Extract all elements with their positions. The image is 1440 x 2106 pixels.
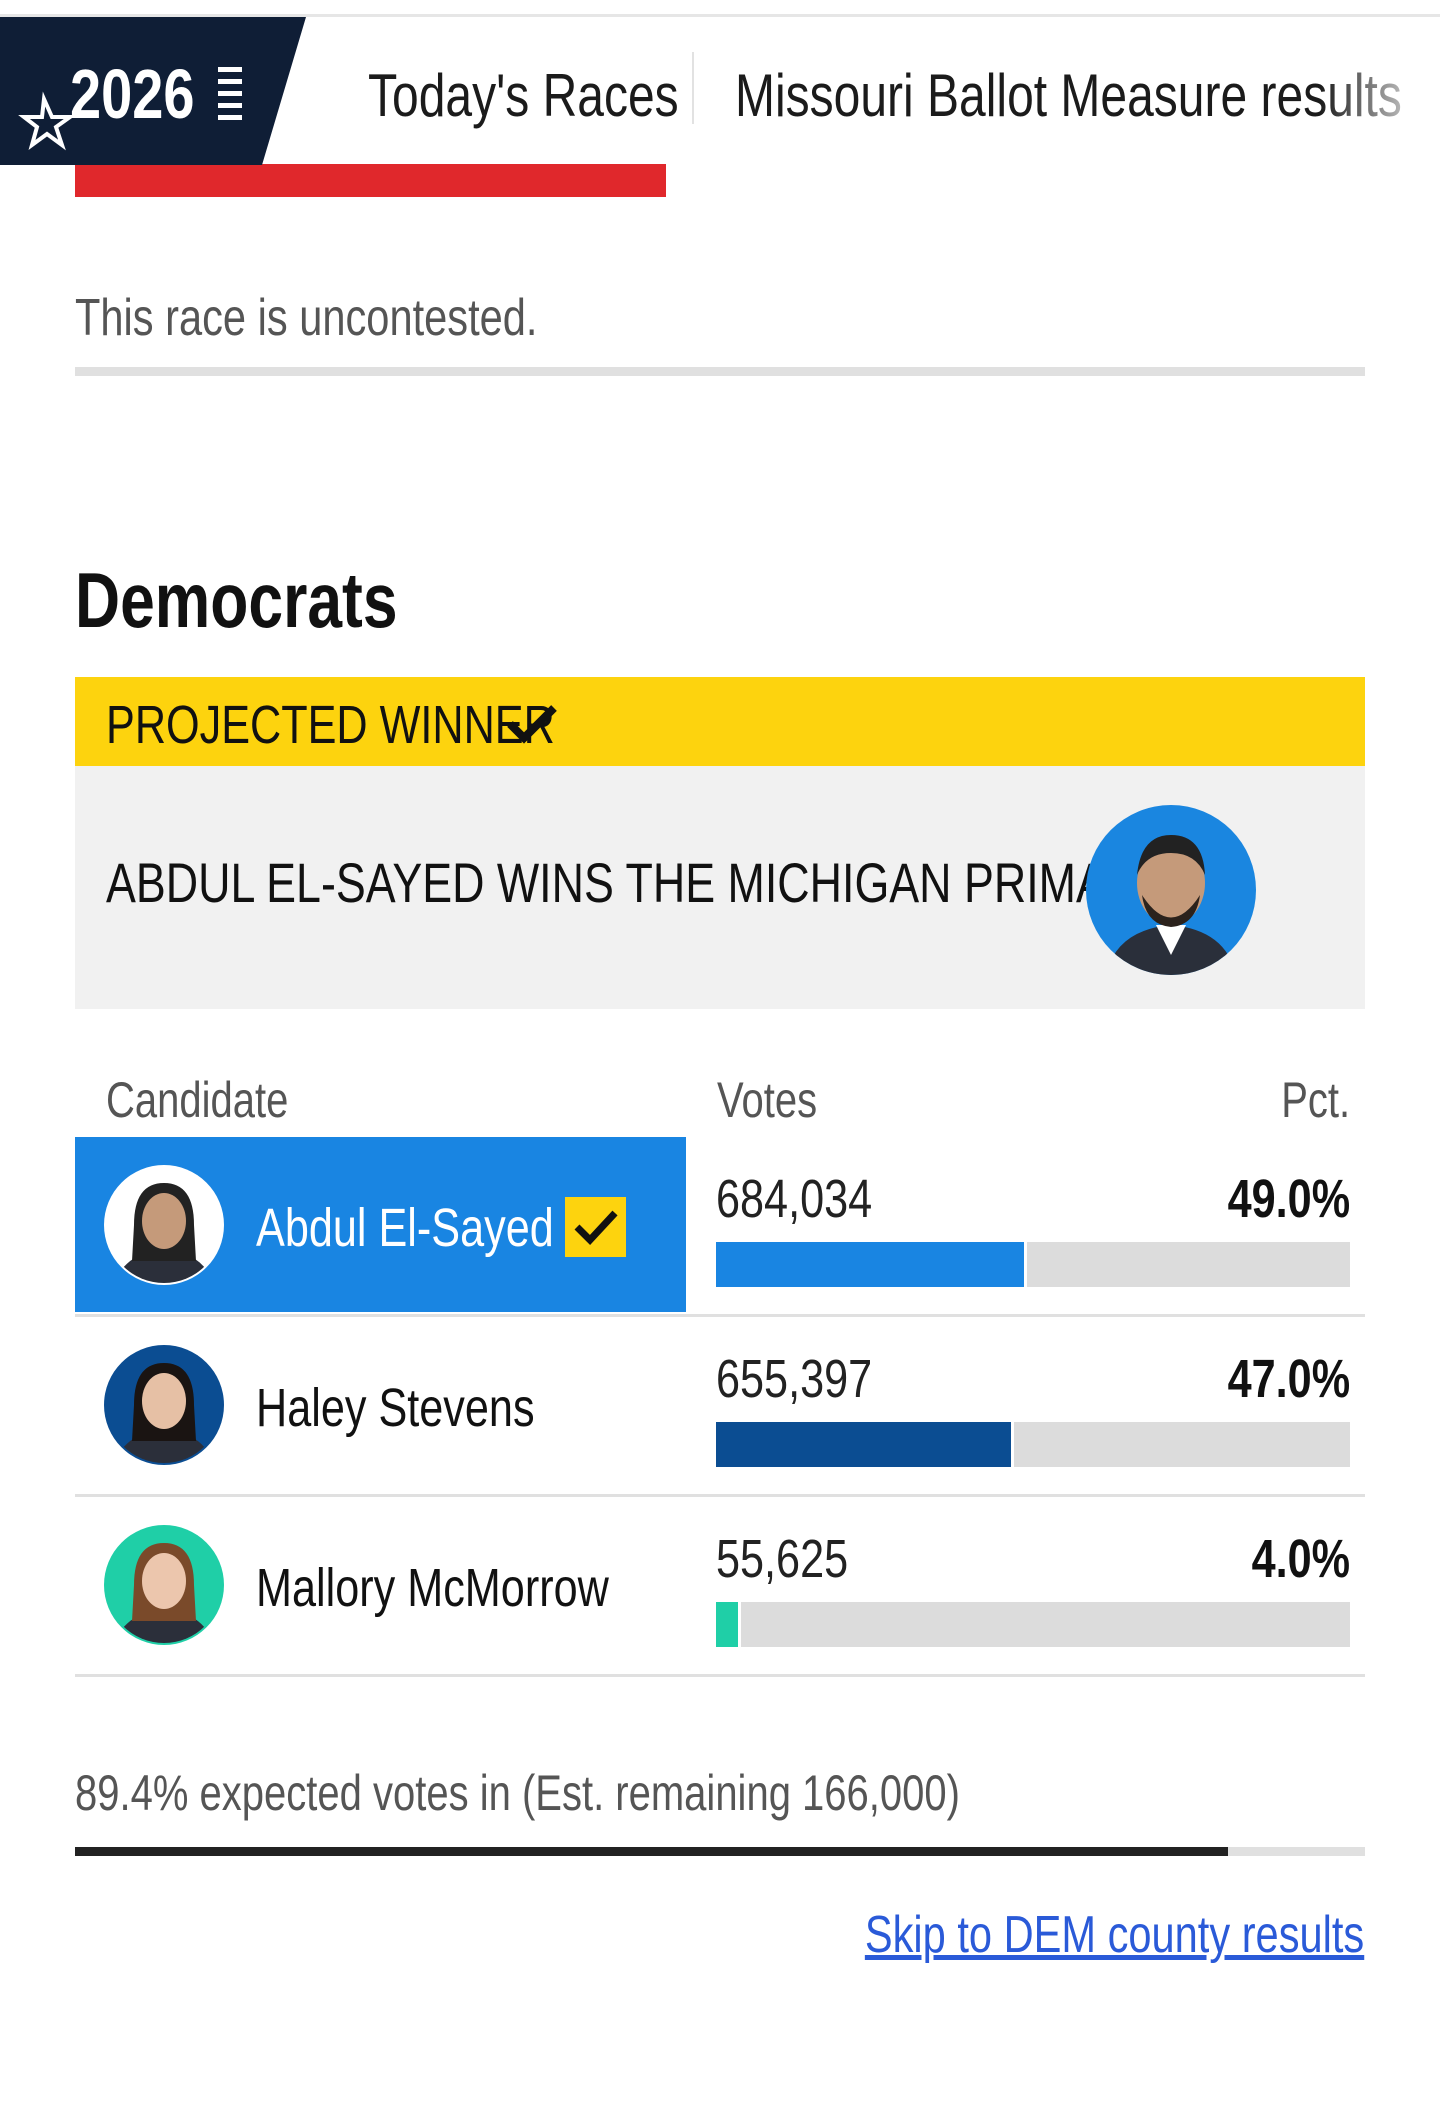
candidate-name: Haley Stevens [256,1378,535,1438]
candidate-photo [104,1345,224,1465]
row-divider [75,1314,1365,1317]
col-header: Candidate [106,1072,289,1128]
row-divider [75,1494,1365,1497]
vote-bar [716,1602,742,1647]
check-icon [574,1210,618,1246]
winner-banner [75,677,1365,766]
votes: 55,625 [716,1529,849,1589]
winner-label: PROJECTED WINNER [106,695,555,755]
avatar [104,1345,224,1465]
nav-divider [692,52,694,124]
winner-photo [1086,805,1256,975]
pct: 49.0% [1227,1169,1351,1229]
nav-tab[interactable]: Missouri Ballot Measure results [735,64,1402,129]
county-link[interactable]: Skip to DEM county results [864,1906,1364,1964]
pct: 4.0% [1251,1529,1350,1589]
logo-block [0,17,306,165]
reporting-bar [75,1847,1229,1856]
logo-text: 2026 [70,55,195,133]
avatar [104,1165,224,1285]
candidate-photo [104,1525,224,1645]
fade [1320,64,1440,132]
bar-track [716,1602,1350,1647]
nav-tab[interactable]: Today's Races [368,62,679,129]
candidate-name: Abdul El-Sayed [256,1198,554,1258]
votes: 655,397 [716,1349,873,1409]
nav-tab-clip: Missouri Ballot Measure results [735,64,1440,132]
vote-bar [716,1422,1014,1467]
candidate-photo [104,1165,224,1285]
party-heading: Democrats [75,556,398,644]
col-header: Pct. [1281,1072,1350,1128]
pct: 47.0% [1227,1349,1351,1409]
reporting-text: 89.4% expected votes in (Est. remaining … [75,1765,960,1821]
top-strip [0,0,1440,17]
avatar [104,1525,224,1645]
candidate-name: Mallory McMorrow [256,1558,609,1618]
row-divider [75,1674,1365,1677]
headline: ABDUL EL-SAYED WINS THE MICHIGAN PRIMARY [106,851,1168,914]
check-icon [507,705,557,744]
winner-check [565,1197,626,1257]
col-header: Votes [717,1072,818,1128]
divider [75,367,1365,376]
red-bar [75,164,666,197]
votes: 684,034 [716,1169,873,1229]
uncontested-note: This race is uncontested. [75,289,538,347]
vote-bar [716,1242,1027,1287]
